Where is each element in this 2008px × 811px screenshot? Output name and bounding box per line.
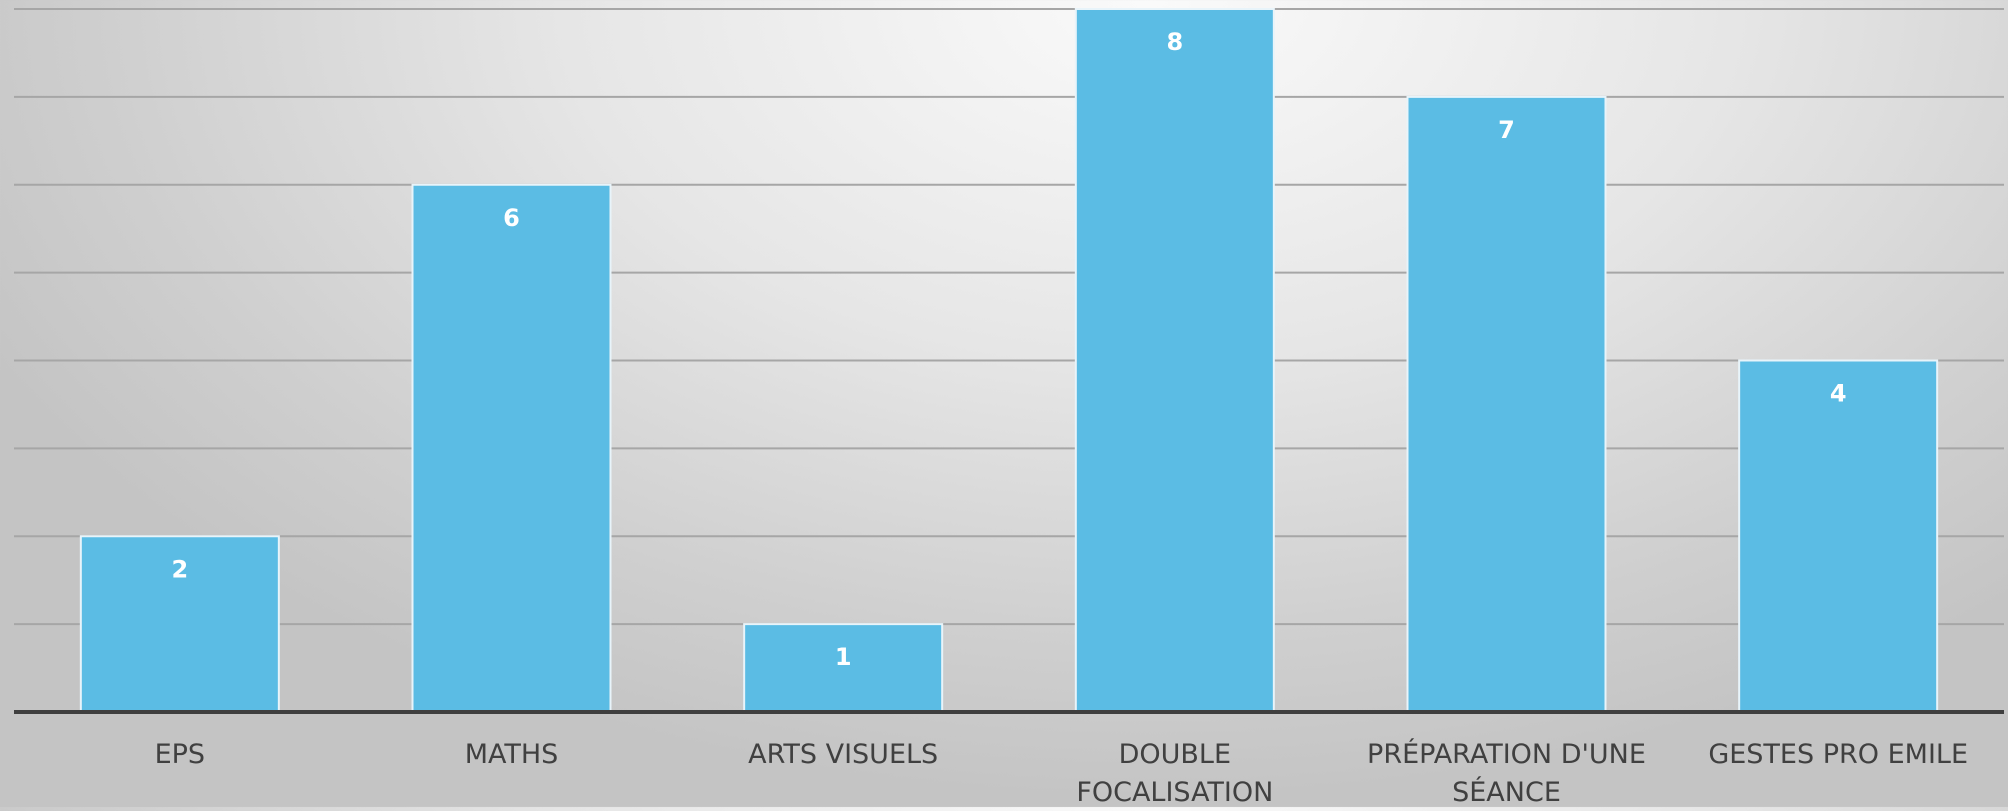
bar: [1406, 95, 1607, 713]
bar: [743, 623, 944, 713]
category-label-line: ARTS VISUELS: [748, 739, 938, 770]
bar: [411, 183, 612, 713]
data-labels: 2 6 1 8 7 4: [171, 28, 1846, 671]
category-label: GESTES PRO EMILE: [1708, 739, 1968, 770]
category-label-line: DOUBLE: [1119, 739, 1231, 770]
data-label: 7: [1498, 116, 1515, 144]
category-label: PRÉPARATION D'UNE SÉANCE: [1367, 738, 1646, 807]
category-label-line: PRÉPARATION D'UNE: [1367, 738, 1646, 770]
bar: [1074, 8, 1275, 713]
data-label: 2: [171, 555, 188, 583]
data-label: 6: [503, 204, 520, 232]
category-label-line: GESTES PRO EMILE: [1708, 739, 1968, 770]
data-label: 4: [1830, 380, 1847, 408]
data-label: 8: [1166, 28, 1183, 56]
gridlines: [14, 8, 2004, 626]
category-label-line: SÉANCE: [1452, 776, 1561, 807]
category-label-line: EPS: [155, 739, 205, 770]
bars: [79, 8, 1939, 713]
category-label: DOUBLE FOCALISATION: [1076, 739, 1273, 807]
category-label-line: MATHS: [465, 739, 559, 770]
category-label: MATHS: [465, 739, 559, 770]
category-labels: EPS MATHS ARTS VISUELS DOUBLE FOCALISATION PR…: [155, 738, 1968, 808]
bar: [1738, 359, 1939, 713]
category-label-line: FOCALISATION: [1076, 777, 1273, 807]
category-label: ARTS VISUELS: [748, 739, 938, 770]
bar: [79, 535, 280, 713]
data-label: 1: [835, 643, 852, 671]
category-label: EPS: [155, 739, 205, 770]
